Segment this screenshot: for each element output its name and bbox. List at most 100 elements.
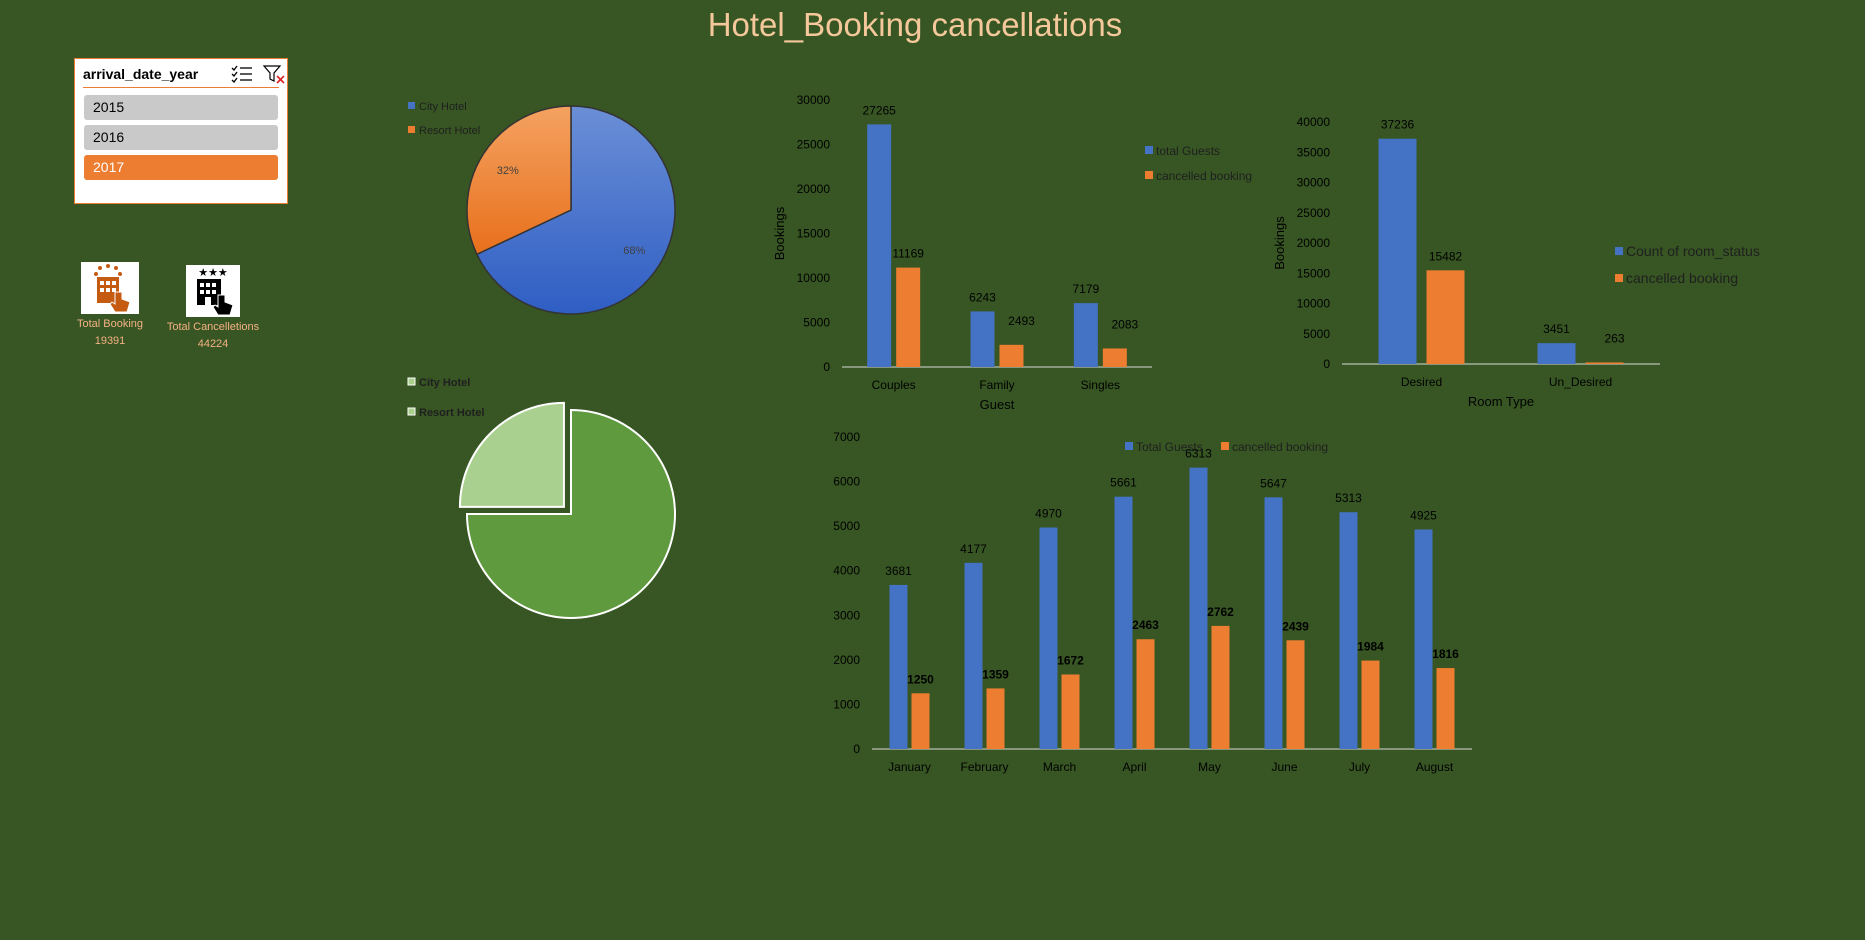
bar-data-label: 4177 — [960, 542, 987, 556]
y-tick-label: 5000 — [803, 316, 830, 330]
x-tick-label: April — [1122, 760, 1146, 774]
legend-label: Total Guests — [1136, 440, 1203, 454]
y-tick-label: 5000 — [833, 519, 860, 533]
bar-cancelled — [999, 344, 1024, 367]
pie-slice-city-hotel — [475, 105, 676, 315]
bar-cancelled — [1211, 625, 1230, 749]
x-tick-label: February — [960, 760, 1008, 774]
y-tick-label: 3000 — [833, 608, 860, 622]
bar-data-label: 15482 — [1429, 249, 1463, 263]
legend-swatch — [1221, 442, 1229, 450]
total-cancellations-kpi: ★★★ Total Cancelletions 44224 — [163, 265, 263, 351]
bar-total — [1039, 527, 1058, 749]
clear-filter-icon[interactable] — [262, 64, 285, 84]
y-tick-label: 7000 — [833, 430, 860, 444]
legend-swatch — [1615, 274, 1623, 282]
pie-slice-resort-hotel — [458, 401, 565, 508]
legend-label: total Guests — [1156, 144, 1220, 158]
bar-cancelled — [1585, 362, 1624, 364]
legend-label: Resort Hotel — [419, 407, 484, 419]
bar-total — [1339, 512, 1358, 749]
slicer-item-2016[interactable]: 2016 — [84, 125, 278, 150]
bar-data-label: 6243 — [969, 290, 996, 304]
bar-data-label: 11169 — [892, 247, 924, 261]
bar-data-label: 3681 — [885, 564, 912, 578]
y-tick-label: 30000 — [797, 93, 831, 107]
legend-swatch — [408, 102, 415, 109]
bar-cancelled — [1061, 674, 1080, 749]
bar-total — [1414, 529, 1433, 749]
bar-cancelled — [1136, 639, 1155, 749]
legend-swatch — [407, 377, 416, 386]
y-tick-label: 15000 — [797, 227, 831, 241]
legend-swatch — [1145, 171, 1153, 179]
bar-data-label: 7179 — [1072, 282, 1099, 296]
bar-cancelled — [896, 267, 921, 367]
x-tick-label: Un_Desired — [1549, 375, 1612, 389]
legend-label: Resort Hotel — [419, 125, 480, 137]
slicer-item-2015[interactable]: 2015 — [84, 95, 278, 120]
bar-data-label: 2439 — [1282, 619, 1309, 633]
bar-total — [1537, 343, 1576, 364]
hotel-pie-chart: 68% 32% City Hotel Resort Hotel — [408, 101, 676, 315]
legend-label: cancelled booking — [1232, 440, 1328, 454]
legend-label: City Hotel — [419, 101, 467, 113]
bar-data-label: 2493 — [1008, 314, 1035, 328]
pie-slice-resort-hotel — [466, 105, 572, 256]
bar-total — [867, 124, 892, 368]
x-tick-label: Couples — [872, 378, 916, 392]
y-tick-label: 35000 — [1297, 145, 1331, 159]
bar-cancelled — [986, 688, 1005, 749]
total-cancellations-label: Total Cancelletions — [166, 321, 260, 333]
legend-swatch — [1125, 442, 1133, 450]
y-tick-label: 5000 — [1303, 327, 1330, 341]
y-tick-label: 4000 — [833, 564, 860, 578]
y-tick-label: 10000 — [797, 271, 831, 285]
y-tick-label: 20000 — [1297, 236, 1331, 250]
y-tick-label: 0 — [1323, 357, 1330, 371]
multi-select-icon[interactable] — [231, 64, 253, 84]
bar-total — [964, 562, 983, 749]
bar-cancelled — [1286, 640, 1305, 749]
legend-swatch — [1615, 247, 1623, 255]
pie-data-label: 32% — [497, 165, 519, 177]
bar-data-label: 27265 — [862, 103, 896, 117]
bar-data-label: 1250 — [907, 672, 934, 686]
x-tick-label: Desired — [1401, 375, 1442, 389]
x-axis-title: Room Type — [1468, 394, 1534, 409]
bar-total — [1073, 303, 1098, 367]
y-tick-label: 10000 — [1297, 297, 1331, 311]
year-slicer: arrival_date_year 2015 2016 2017 — [74, 58, 288, 204]
y-tick-label: 20000 — [797, 182, 831, 196]
room-type-bar-chart: 0 5000 10000 15000 20000 25000 30000 35000 40000… — [1272, 115, 1760, 409]
hotel-touch-icon — [81, 262, 139, 314]
bar-data-label: 5661 — [1110, 476, 1137, 490]
svg-text:★★★: ★★★ — [198, 267, 228, 279]
total-booking-kpi: Total Booking 19391 — [70, 262, 150, 348]
legend-swatch — [408, 126, 415, 133]
bar-cancelled — [1102, 348, 1127, 367]
bar-total — [1189, 467, 1208, 749]
y-tick-label: 2000 — [833, 653, 860, 667]
bar-cancelled — [1426, 270, 1465, 364]
month-bar-chart: 0 1000 2000 3000 4000 5000 6000 7000 3681 1250 Jan… — [833, 430, 1472, 774]
y-tick-label: 0 — [853, 742, 860, 756]
bar-cancelled — [911, 693, 930, 749]
bar-data-label: 1816 — [1432, 647, 1459, 661]
legend-swatch — [1145, 146, 1153, 154]
y-tick-label: 30000 — [1297, 176, 1331, 190]
bar-cancelled — [1436, 668, 1455, 749]
y-axis-title: Bookings — [772, 206, 787, 260]
x-tick-label: May — [1198, 760, 1221, 774]
slicer-item-2017[interactable]: 2017 — [84, 155, 278, 180]
bar-data-label: 37236 — [1381, 118, 1415, 132]
hotel-stars-touch-icon: ★★★ — [186, 265, 240, 317]
legend-swatch — [407, 407, 416, 416]
bar-data-label: 4925 — [1410, 508, 1437, 522]
pie-slice-city-hotel — [465, 408, 676, 619]
y-tick-label: 1000 — [833, 697, 860, 711]
legend-label: cancelled booking — [1156, 169, 1252, 183]
x-tick-label: August — [1416, 760, 1454, 774]
bar-total — [970, 311, 995, 367]
slicer-title: arrival_date_year — [83, 66, 199, 82]
